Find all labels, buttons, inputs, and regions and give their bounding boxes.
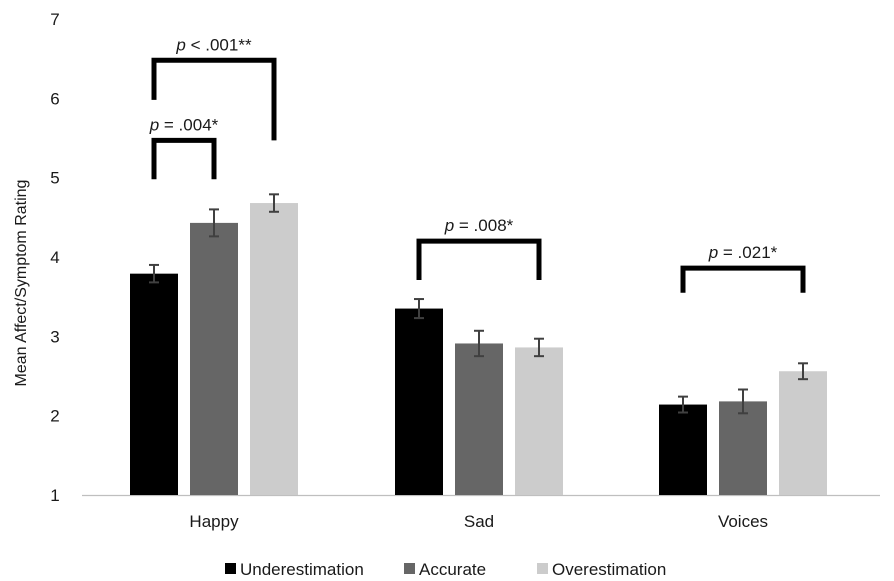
y-axis-label: Mean Affect/Symptom Rating <box>13 180 30 387</box>
bar-accurate-voices <box>719 401 767 495</box>
error-bar <box>269 193 279 213</box>
y-tick-label: 3 <box>50 327 59 346</box>
bars <box>130 193 827 496</box>
p-symbol: p <box>149 115 159 134</box>
legend-swatch <box>404 563 415 574</box>
error-bar <box>678 395 688 414</box>
legend-swatch <box>537 563 548 574</box>
legend: Underestimation Accurate Overestimation <box>225 560 666 579</box>
y-tick-label: 5 <box>50 169 59 188</box>
bar-overestimation-sad <box>515 347 563 495</box>
p-value-text: = .004* <box>159 115 218 134</box>
error-bar <box>149 263 159 284</box>
p-value-text: < .001** <box>186 35 252 54</box>
bar-accurate-happy <box>190 222 238 496</box>
bar-overestimation-happy <box>250 203 298 495</box>
axes: 1 2 3 4 5 6 7 Mean Affect/Symptom Rating Happy Sa… <box>13 10 880 531</box>
legend-item-accurate: Accurate <box>404 560 486 579</box>
significance-bracket <box>416 238 542 281</box>
error-bar <box>798 362 808 381</box>
error-bar <box>414 298 424 320</box>
legend-label: Accurate <box>419 560 486 579</box>
p-symbol: p <box>175 35 185 54</box>
legend-swatch <box>225 563 236 574</box>
y-tick-label: 4 <box>50 248 59 267</box>
y-tick-label: 6 <box>50 89 59 108</box>
legend-label: Underestimation <box>240 560 364 579</box>
bar-underestimation-sad <box>395 308 443 495</box>
p-symbol: p <box>708 243 718 262</box>
x-category-label: Happy <box>189 512 239 531</box>
bar-overestimation-voices <box>779 371 827 495</box>
significance-annotations: p < .001**p = .004*p = .008*p = .021* <box>149 35 806 293</box>
p-value-label: p = .021* <box>708 243 778 262</box>
legend-label: Overestimation <box>552 560 666 579</box>
significance-bracket <box>151 137 217 180</box>
p-value-label: p < .001** <box>175 35 252 54</box>
y-tick-label: 7 <box>50 10 59 29</box>
error-bar <box>474 329 484 358</box>
x-category-label: Voices <box>718 512 768 531</box>
error-bar <box>738 388 748 415</box>
p-value-label: p = .008* <box>444 216 514 235</box>
error-bar <box>534 337 544 358</box>
p-value-text: = .021* <box>718 243 777 262</box>
legend-item-overestimation: Overestimation <box>537 560 666 579</box>
p-symbol: p <box>444 216 454 235</box>
p-value-label: p = .004* <box>149 115 219 134</box>
bar-accurate-sad <box>455 343 503 495</box>
bar-underestimation-voices <box>659 404 707 495</box>
bar-underestimation-happy <box>130 273 178 495</box>
legend-item-underestimation: Underestimation <box>225 560 364 579</box>
significance-bracket <box>151 57 277 141</box>
x-category-label: Sad <box>464 512 494 531</box>
y-tick-label: 1 <box>50 486 59 505</box>
significance-bracket <box>680 265 806 293</box>
p-value-text: = .008* <box>454 216 513 235</box>
y-tick-label: 2 <box>50 407 59 426</box>
error-bar <box>209 208 219 238</box>
